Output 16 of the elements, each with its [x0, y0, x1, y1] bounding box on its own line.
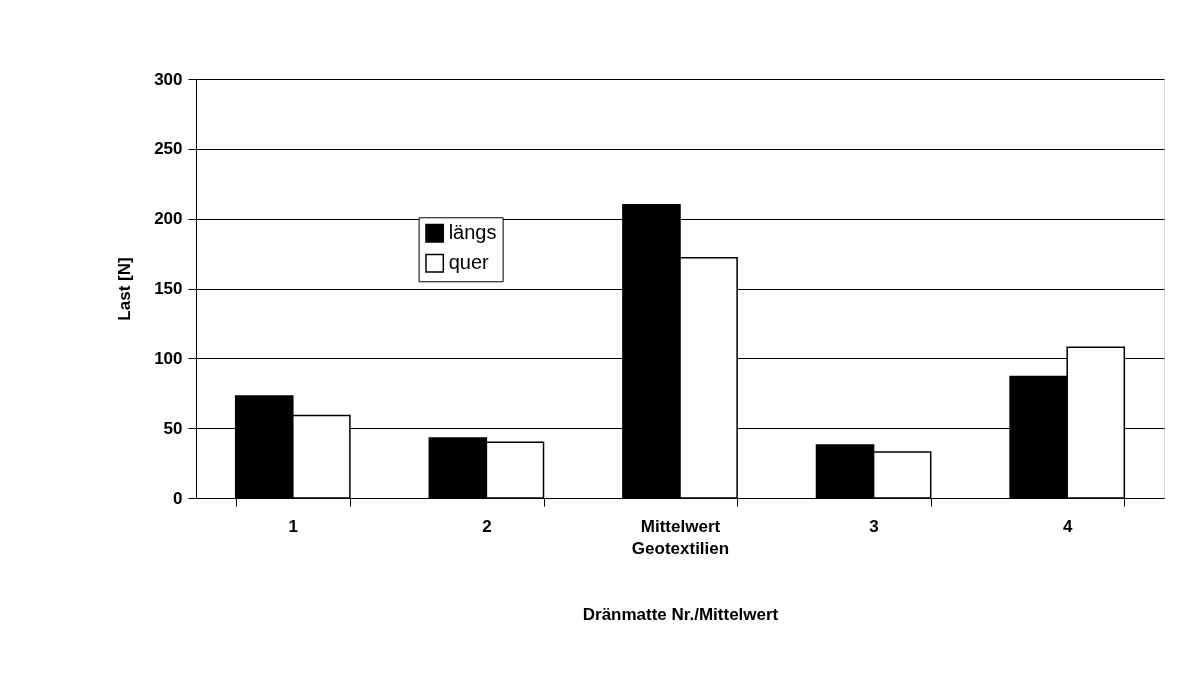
legend-label: quer	[448, 251, 490, 274]
legend-label: längs	[448, 221, 497, 244]
x-axis-title: Dränmatte Nr./Mittelwert	[582, 604, 779, 624]
y-tick-label: 50	[163, 418, 183, 438]
x-tick-label: 2	[482, 516, 492, 536]
x-tick-label: Mittelwert Geotextilien	[631, 516, 730, 558]
x-tick-label: 1	[288, 516, 299, 536]
y-tick-label: 150	[154, 279, 183, 298]
y-tick-label: 300	[154, 69, 183, 89]
y-tick-label: 100	[154, 348, 183, 368]
x-tick-label: 3	[869, 516, 879, 536]
x-tick-label: 4	[1062, 516, 1073, 536]
y-tick-label: 250	[154, 139, 183, 159]
y-tick-label: 200	[154, 209, 183, 229]
y-tick-label: 0	[173, 488, 183, 508]
y-axis-title: Last [N]	[115, 257, 135, 321]
